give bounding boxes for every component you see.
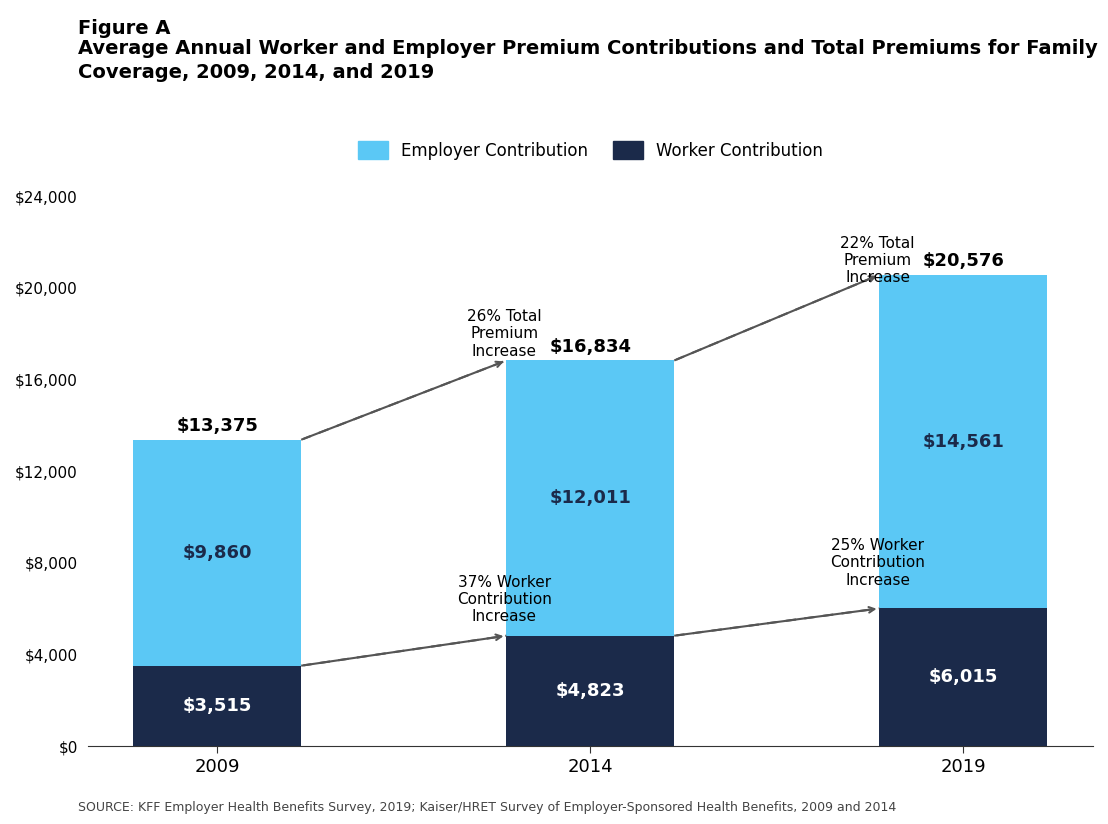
- Text: $16,834: $16,834: [550, 338, 632, 356]
- Text: $3,515: $3,515: [183, 697, 252, 715]
- Text: SOURCE: KFF Employer Health Benefits Survey, 2019; Kaiser/HRET Survey of Employe: SOURCE: KFF Employer Health Benefits Sur…: [78, 801, 895, 814]
- Text: 26% Total
Premium
Increase: 26% Total Premium Increase: [468, 309, 542, 358]
- Bar: [880, 274, 1047, 608]
- Text: $4,823: $4,823: [555, 682, 625, 700]
- Bar: [506, 360, 675, 635]
- Legend: Employer Contribution, Worker Contribution: Employer Contribution, Worker Contributi…: [349, 133, 831, 168]
- Text: Average Annual Worker and Employer Premium Contributions and Total Premiums for : Average Annual Worker and Employer Premi…: [78, 39, 1097, 58]
- Bar: [133, 440, 301, 666]
- Text: 25% Worker
Contribution
Increase: 25% Worker Contribution Increase: [830, 538, 925, 588]
- Text: $9,860: $9,860: [183, 544, 252, 562]
- Text: $20,576: $20,576: [923, 252, 1004, 270]
- Text: 22% Total
Premium
Increase: 22% Total Premium Increase: [840, 236, 915, 285]
- Text: $6,015: $6,015: [929, 668, 998, 686]
- Text: Figure A: Figure A: [78, 19, 170, 38]
- Text: $14,561: $14,561: [923, 433, 1004, 451]
- Text: Coverage, 2009, 2014, and 2019: Coverage, 2009, 2014, and 2019: [78, 63, 434, 82]
- Bar: [506, 635, 675, 747]
- Bar: [133, 666, 301, 747]
- Text: $12,011: $12,011: [550, 489, 632, 507]
- Text: $13,375: $13,375: [176, 417, 258, 435]
- Text: 37% Worker
Contribution
Increase: 37% Worker Contribution Increase: [458, 574, 552, 625]
- Bar: [880, 608, 1047, 747]
